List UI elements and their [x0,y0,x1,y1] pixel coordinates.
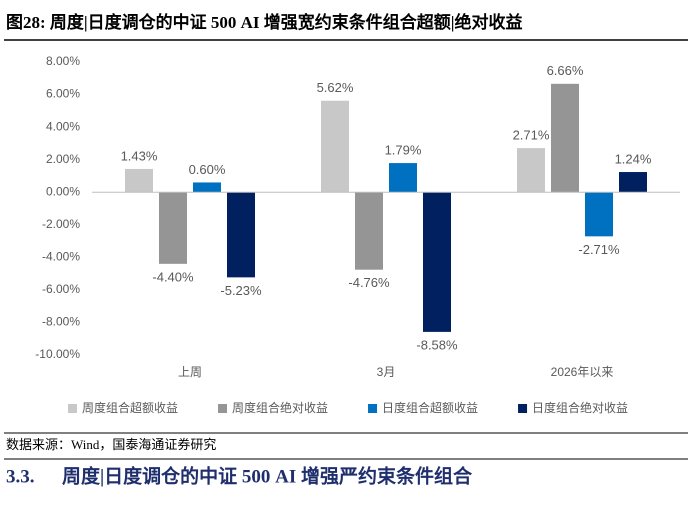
x-tick-label: 2026年以来 [551,365,614,379]
legend-label: 日度组合绝对收益 [532,400,628,415]
x-tick-label: 上周 [178,365,202,379]
data-label: 2.71% [513,128,550,143]
y-tick-label: -2.00% [42,217,80,231]
data-label: 6.66% [547,63,584,78]
bar [423,192,451,332]
section-number: 3.3. [6,466,35,487]
y-tick-label: 4.00% [46,119,80,133]
bar [619,172,647,193]
bar [585,192,613,237]
data-label: -4.40% [152,269,194,284]
section-title: 周度|日度调仓的中证 500 AI 增强严约束条件组合 [62,464,473,487]
bar [517,148,545,193]
y-tick-label: -4.00% [42,250,80,264]
source-note: 数据来源：Wind，国泰海通证券研究 [6,437,216,452]
legend-label: 周度组合绝对收益 [232,400,328,415]
legend-swatch [68,404,77,413]
bar [551,83,579,193]
data-label: -8.58% [416,337,458,352]
y-tick-label: 2.00% [46,152,80,166]
bar [125,168,153,193]
bar [355,192,383,270]
y-tick-label: 0.00% [46,184,80,198]
x-tick-label: 3月 [377,365,396,379]
bar [227,192,255,278]
data-label: 0.60% [189,162,226,177]
legend-swatch [368,404,378,413]
y-tick-label: -6.00% [42,282,80,296]
legend-label: 周度组合超额收益 [82,400,178,415]
y-tick-label: 8.00% [46,54,80,68]
bar [321,100,349,193]
data-label: 1.79% [385,143,422,158]
data-label: 1.24% [615,151,652,166]
bar [193,182,221,193]
data-label: 1.43% [121,148,158,163]
data-label: -4.76% [348,275,390,290]
data-label: 5.62% [317,80,354,95]
bar [389,163,417,193]
legend-label: 日度组合超额收益 [382,400,478,415]
y-tick-label: -8.00% [42,315,80,329]
y-tick-label: 6.00% [46,87,80,101]
chart-title: 图28: 周度|日度调仓的中证 500 AI 增强宽约束条件组合超额|绝对收益 [6,12,523,32]
bar [159,192,187,264]
data-label: -5.23% [220,283,262,298]
legend-swatch [518,404,528,413]
y-tick-label: -10.00% [35,347,80,361]
data-label: -2.71% [578,242,620,257]
legend-swatch [218,404,228,413]
